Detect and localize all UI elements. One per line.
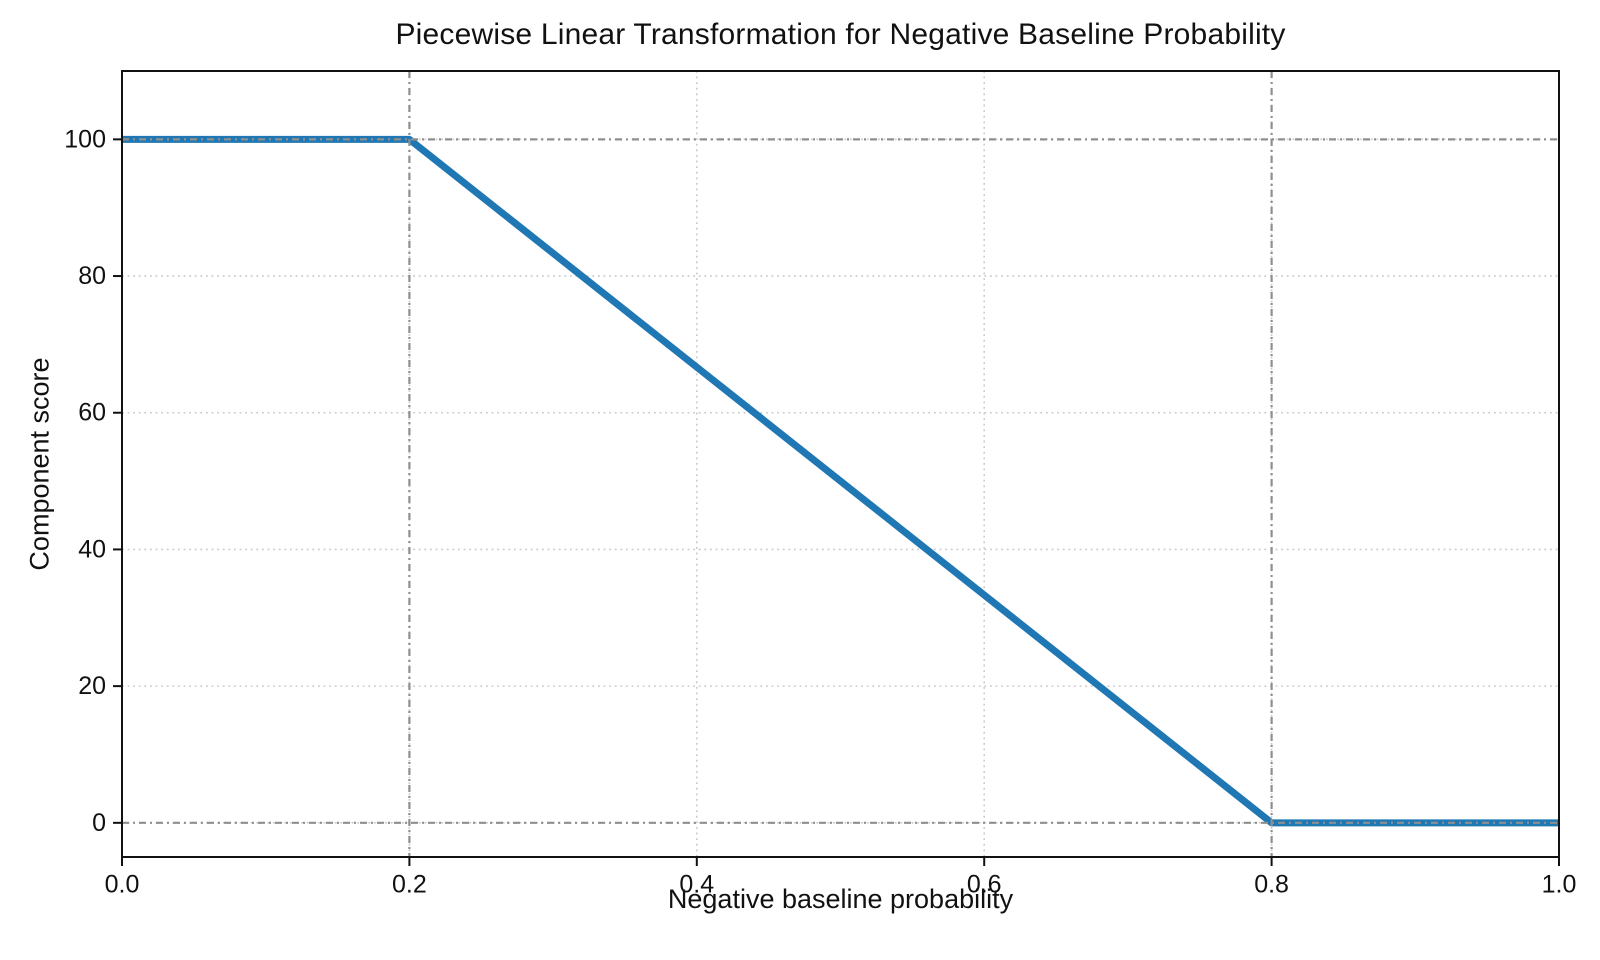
y-tick-label: 0 <box>92 809 106 837</box>
x-axis-label: Negative baseline probability <box>667 884 1014 914</box>
y-tick-label: 20 <box>78 672 106 700</box>
chart-title: Piecewise Linear Transformation for Nega… <box>395 18 1286 51</box>
y-tick-label: 60 <box>78 399 106 427</box>
y-tick-label: 100 <box>64 125 106 153</box>
plot-border <box>121 70 1560 858</box>
x-tick-label: 1.0 <box>1542 871 1577 899</box>
x-tick-label: 0.6 <box>967 871 1002 899</box>
y-tick-label: 40 <box>78 535 106 563</box>
series-line-component-score-transform <box>122 135 1559 827</box>
x-tick-label: 0.2 <box>392 871 427 899</box>
x-tick-label: 0.0 <box>105 871 140 899</box>
x-tick-label: 0.8 <box>1254 871 1289 899</box>
y-tick-label: 80 <box>78 262 106 290</box>
y-axis-label: Component score <box>24 357 55 571</box>
x-tick-label: 0.4 <box>679 871 714 899</box>
